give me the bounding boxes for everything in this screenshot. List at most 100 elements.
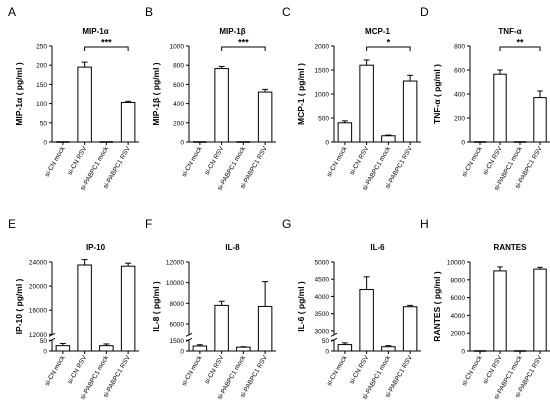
panel-d: 0 200 400 600 800 D TNF-α TNF-α ( pg/ml ) si-CN …	[420, 5, 550, 192]
y-tick-label: 10000	[447, 260, 465, 267]
bar-2	[359, 289, 374, 352]
significance-label: *	[387, 38, 391, 48]
y-axis-label: MIP-1α ( pg/ml )	[14, 62, 24, 125]
y-axis-label: RANTES ( pg/ml )	[432, 271, 442, 342]
axis-break-mark	[330, 332, 338, 337]
x-tick-label: si-CN RSV	[482, 145, 504, 176]
bar-3	[381, 135, 396, 143]
bar-4	[533, 97, 547, 143]
panel-h: 0 2000 4000 6000 8000 10000 H RANTES RANTES ( pg…	[420, 217, 550, 401]
y-tick-label: 0	[180, 140, 184, 147]
panel-letter: C	[282, 5, 291, 19]
y-tick-label: 2000	[451, 331, 466, 338]
panel-c: 0 500 1000 1500 2000 C MCP-1 MCP-1 ( pg/ml ) si-…	[282, 5, 421, 192]
panel-title: MCP-1	[365, 27, 390, 36]
bar-1	[337, 122, 353, 143]
y-tick-label: 0	[43, 140, 47, 147]
y-tick-label: 16000	[29, 308, 47, 315]
y-tick-label: 100	[36, 101, 47, 108]
y-tick-label: 50	[40, 120, 48, 127]
bar-4	[120, 101, 136, 143]
bar-2	[493, 73, 507, 143]
y-tick-label: 800	[454, 44, 465, 51]
significance-bracket	[366, 46, 411, 51]
bar-3	[236, 346, 251, 352]
significance-bracket	[499, 46, 541, 51]
y-tick-label: 1500	[315, 68, 330, 75]
x-tick-label: si-CN mock	[44, 145, 67, 178]
y-tick-label: 0	[180, 349, 184, 356]
y-tick-label: 400	[173, 101, 184, 108]
bar-3	[381, 346, 396, 352]
bar-4	[120, 265, 136, 352]
y-tick-label: 5000	[315, 260, 330, 267]
x-tick-label: si-CN mock	[181, 354, 204, 387]
y-axis-label: MIP-1β ( pg/ml )	[151, 62, 161, 125]
bar-4	[402, 306, 418, 352]
y-tick-label: 150	[36, 82, 47, 89]
x-tick-label: si-CN RSV	[67, 145, 89, 176]
panel-letter: H	[420, 217, 429, 231]
bar-4	[257, 91, 273, 143]
y-tick-label: 20000	[29, 284, 47, 291]
y-tick-label: 0	[461, 349, 465, 356]
x-tick-label: si-CN RSV	[349, 354, 371, 385]
bar-4	[257, 305, 273, 352]
y-axis-label: IP-10 ( pg/ml )	[14, 278, 24, 334]
x-tick-label: si-CN mock	[181, 145, 204, 178]
bar-2	[77, 66, 92, 143]
panel-title: IP-10	[86, 243, 106, 252]
y-tick-label: 200	[454, 116, 465, 123]
y-tick-label: 600	[173, 82, 184, 89]
x-tick-label: si-CN RSV	[204, 145, 226, 176]
y-tick-label: 400	[454, 92, 465, 99]
bar-2	[493, 270, 507, 352]
y-tick-label: 8000	[170, 301, 185, 308]
panel-b: 0 200 400 600 800 1000 B MIP-1β MIP-1β ( pg/ml )…	[145, 5, 276, 192]
y-tick-label: 6000	[451, 295, 466, 302]
x-tick-label: si-CN mock	[326, 145, 349, 178]
y-tick-label: 250	[36, 44, 47, 51]
x-tick-label: si-CN mock	[326, 354, 349, 387]
bar-4	[533, 268, 547, 352]
x-tick-label: si-CN RSV	[204, 354, 226, 385]
y-tick-label: 12000	[166, 260, 184, 267]
bar-4	[402, 80, 418, 143]
panel-letter: E	[8, 217, 16, 231]
panel-title: MIP-1α	[82, 27, 108, 36]
y-tick-label: 200	[173, 120, 184, 127]
x-tick-label: si-CN RSV	[67, 354, 89, 385]
bar-2	[214, 304, 229, 352]
significance-label: **	[516, 38, 524, 48]
bar-1	[337, 344, 353, 352]
x-tick-label: si-CN RSV	[482, 354, 504, 385]
y-tick-label: 0	[325, 140, 329, 147]
panel-title: MIP-1β	[219, 27, 245, 36]
y-tick-label: 1000	[315, 92, 330, 99]
y-tick-label: 1500	[170, 338, 185, 345]
y-tick-label: 800	[173, 63, 184, 70]
panel-letter: F	[145, 217, 152, 231]
bar-2	[214, 68, 229, 143]
y-tick-label: 10000	[166, 280, 184, 287]
significance-label: ***	[101, 38, 112, 48]
panel-letter: D	[420, 5, 429, 19]
y-tick-label: 1000	[170, 44, 185, 51]
y-tick-label: 2000	[315, 44, 330, 51]
y-tick-label: 6000	[170, 321, 185, 328]
y-axis-label: TNF-α ( pg/ml )	[432, 64, 442, 124]
bar-1	[55, 345, 71, 352]
bar-2	[359, 64, 374, 143]
y-tick-label: 3000	[315, 328, 330, 335]
bar-1	[192, 345, 208, 352]
panel-title: IL-8	[225, 243, 240, 252]
bar-2	[77, 264, 92, 352]
y-tick-label: 4000	[315, 294, 330, 301]
y-tick-label: 12000	[29, 332, 47, 339]
y-tick-label: 0	[43, 349, 47, 356]
panel-letter: G	[282, 217, 291, 231]
significance-label: ***	[238, 38, 249, 48]
y-axis-label: IL-6 ( pg/ml )	[296, 281, 306, 332]
panel-title: IL-6	[370, 243, 385, 252]
